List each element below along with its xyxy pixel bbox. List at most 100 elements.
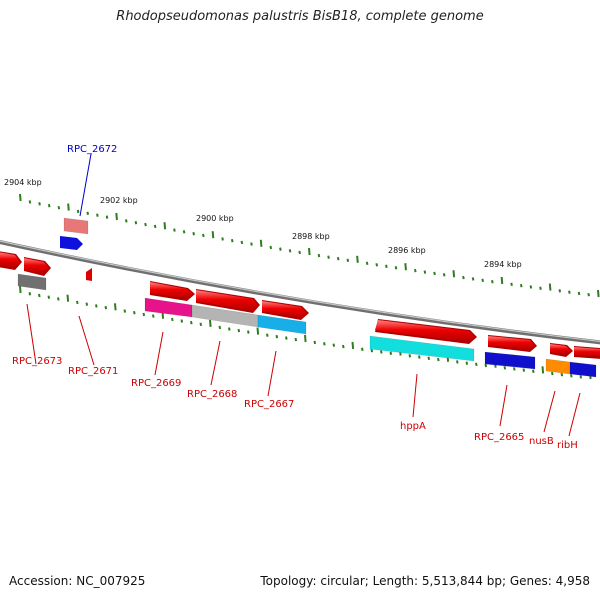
gene-label-rpc_2667[interactable]: RPC_2667 bbox=[244, 399, 294, 410]
ruler-tick bbox=[356, 255, 359, 263]
gene-arrow[interactable] bbox=[0, 251, 22, 270]
ruler-tick bbox=[394, 266, 398, 270]
ruler-tick bbox=[503, 366, 507, 370]
gene-box-nusb[interactable] bbox=[545, 358, 571, 375]
ruler-tick bbox=[237, 328, 241, 333]
ruler-tick bbox=[433, 271, 436, 276]
ruler-tick bbox=[105, 215, 109, 219]
gene-box-rpc_2667[interactable] bbox=[257, 314, 307, 335]
genome-backbone bbox=[0, 240, 600, 345]
ruler-tick bbox=[144, 222, 147, 227]
ruler-tick bbox=[256, 327, 260, 335]
ruler-tick bbox=[96, 213, 99, 217]
ruler-tick bbox=[76, 300, 79, 305]
gene-arrow[interactable] bbox=[24, 257, 51, 276]
ruler-tick bbox=[124, 219, 128, 223]
gene-label-rpc_2673[interactable]: RPC_2673 bbox=[12, 356, 62, 367]
ruler-tick bbox=[47, 295, 51, 299]
gene-arrow[interactable] bbox=[375, 319, 477, 344]
ruler-tick bbox=[442, 273, 446, 277]
leader-line bbox=[78, 315, 95, 366]
gene-box-rpc_2672[interactable] bbox=[63, 217, 89, 235]
gene-arrow[interactable] bbox=[86, 268, 92, 281]
ruler-tick bbox=[532, 369, 535, 373]
ruler-tick bbox=[375, 263, 379, 267]
ruler-tick bbox=[304, 334, 307, 343]
ruler-tick bbox=[211, 231, 215, 239]
ruler-tick bbox=[500, 276, 504, 285]
ruler-labels: 2904 kbp 2902 kbp 2900 kbp 2898 kbp 2896… bbox=[4, 178, 522, 269]
ruler-tick bbox=[163, 222, 167, 230]
gene-label-rpc_2672[interactable]: RPC_2672 bbox=[67, 144, 117, 155]
ruler-tick bbox=[418, 355, 421, 359]
gene-box-ribh[interactable] bbox=[569, 361, 597, 378]
ruler-tick bbox=[522, 368, 526, 372]
ruler-tick bbox=[423, 270, 427, 274]
ruler-tick bbox=[327, 255, 330, 259]
gene-arrow[interactable] bbox=[150, 281, 195, 301]
ruler-tick bbox=[427, 356, 431, 360]
gene-label-rpc_2669[interactable]: RPC_2669 bbox=[131, 378, 181, 389]
gene-arrow[interactable] bbox=[262, 300, 309, 320]
ruler-tick bbox=[346, 258, 350, 262]
ruler-tick bbox=[228, 327, 231, 331]
leader-line bbox=[154, 331, 164, 376]
ruler-tick bbox=[361, 347, 364, 352]
ruler-tick bbox=[452, 270, 456, 278]
ruler-tick bbox=[230, 238, 234, 243]
ruler-tick bbox=[114, 303, 117, 311]
leader-line bbox=[499, 384, 508, 427]
gene-box-hppa[interactable] bbox=[369, 335, 475, 362]
gene-label-nusb[interactable]: nusB bbox=[529, 436, 554, 447]
gene-box-rpc_2669[interactable] bbox=[144, 297, 193, 318]
gene-label-rpc_2668[interactable]: RPC_2668 bbox=[187, 389, 237, 400]
ruler-tick bbox=[437, 357, 440, 362]
ruler-tick bbox=[218, 325, 222, 330]
gene-box-rpc_2673[interactable] bbox=[17, 273, 47, 291]
gene-arrow[interactable] bbox=[550, 343, 573, 357]
ruler-tick bbox=[298, 250, 301, 255]
ruler-tick bbox=[134, 221, 138, 225]
gene-arrow[interactable] bbox=[574, 346, 600, 359]
ruler-tick bbox=[294, 337, 298, 342]
gene-box-rpc_2665[interactable] bbox=[484, 351, 536, 370]
leader-line bbox=[79, 153, 92, 217]
ruler-tick bbox=[365, 261, 369, 266]
ruler-tick bbox=[541, 366, 545, 374]
ruler-tick bbox=[385, 264, 388, 268]
ruler-tick bbox=[568, 290, 571, 294]
ruler-tick bbox=[413, 268, 417, 273]
accession-text: Accession: NC_007925 bbox=[9, 574, 146, 588]
ruler-tick bbox=[28, 292, 32, 296]
gene-label-rpc_2671[interactable]: RPC_2671 bbox=[68, 366, 118, 377]
ruler-tick bbox=[560, 372, 564, 377]
ruler-label-2902: 2902 kbp bbox=[100, 196, 138, 205]
ruler-tick bbox=[471, 277, 475, 281]
ruler-tick bbox=[513, 367, 516, 371]
ruler-tick bbox=[173, 228, 176, 232]
ruler-tick bbox=[57, 297, 60, 301]
gene-label-rpc_2665[interactable]: RPC_2665 bbox=[474, 432, 524, 443]
ruler-tick bbox=[288, 249, 292, 253]
ruler-tick bbox=[510, 282, 513, 287]
ruler-tick bbox=[86, 211, 90, 216]
gene-arrow[interactable] bbox=[196, 289, 260, 313]
ruler-tick bbox=[153, 224, 157, 229]
gene-label-ribh[interactable]: ribH bbox=[557, 440, 578, 451]
ruler-tick bbox=[180, 319, 184, 323]
ruler-tick bbox=[259, 239, 263, 247]
ruler-tick bbox=[279, 247, 282, 251]
ruler-tick bbox=[481, 278, 484, 283]
ruler-tick bbox=[142, 312, 146, 317]
ruler-tick bbox=[240, 240, 244, 245]
gene-label-hppa[interactable]: hppA bbox=[400, 421, 426, 432]
ruler-label-2904: 2904 kbp bbox=[4, 178, 42, 187]
ruler-tick bbox=[570, 374, 573, 378]
ruler-tick bbox=[85, 302, 89, 306]
gene-arrows-red bbox=[0, 251, 600, 359]
ruler-tick bbox=[76, 209, 80, 214]
ruler-tick bbox=[182, 230, 186, 234]
gene-arrow[interactable] bbox=[488, 335, 537, 352]
ruler-tick bbox=[285, 336, 288, 340]
gene-arrow-blue[interactable] bbox=[60, 236, 83, 250]
